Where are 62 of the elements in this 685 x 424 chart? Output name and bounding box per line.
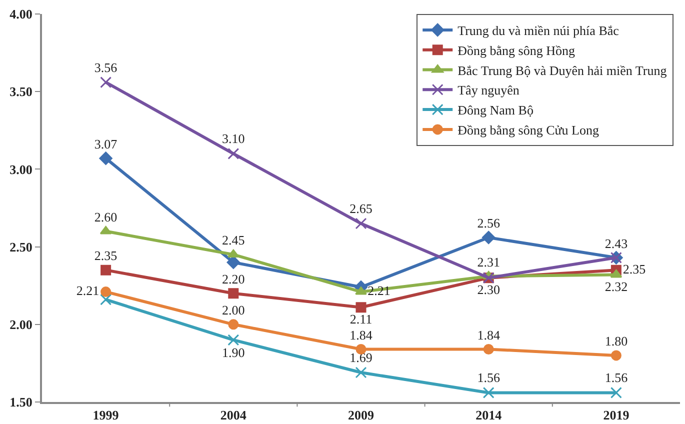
point [482,386,494,398]
point [356,302,366,313]
legend-label: Đông Nam Bộ [458,102,534,118]
text: 4.00 [10,6,32,22]
point [100,286,112,298]
data-label: 2.00 [222,302,245,318]
legend-label: Đồng bằng sông Cửu Long [458,122,600,138]
point [228,288,239,299]
legend-label: Trung du và miền núi phía Bắc [458,23,620,38]
point [610,350,622,361]
data-label: 3.10 [222,131,245,146]
data-label: 1.56 [477,370,500,386]
point [226,256,240,269]
data-label: 2.11 [350,312,372,327]
x-tick-label: 2019 [603,408,630,423]
point [355,218,367,230]
point [355,366,367,378]
data-label: 2.31 [477,254,500,270]
point [483,344,494,354]
point [228,319,239,330]
point [228,148,240,160]
point [100,264,112,276]
x-tick-label: 2009 [348,408,374,423]
data-label: 1.90 [222,344,245,360]
data-label: 1.69 [350,350,372,366]
data-label: 2.35 [94,248,118,264]
data-label: 3.56 [94,60,118,75]
text: 1.50 [10,394,32,410]
data-label: 1.84 [350,327,373,342]
data-label: 2.35 [622,261,646,276]
point [99,152,112,165]
x-tick-label: 2004 [220,408,247,423]
x-tick-label: 2014 [476,408,502,423]
text: 3.50 [10,84,32,100]
point [228,334,240,346]
text: 2.00 [10,316,32,332]
data-label: 2.30 [477,282,500,298]
point [355,286,367,295]
data-label: 2.45 [222,232,245,248]
data-label: 1.84 [477,327,500,342]
data-label: 1.80 [604,334,628,349]
text: 2.50 [10,239,32,254]
data-label: 2.60 [94,209,118,224]
text: 3.00 [10,162,32,177]
point [610,269,622,278]
legend-label: Đồng bằng sông Hồng [458,42,576,58]
data-label: 1.56 [604,370,628,386]
data-label: 3.07 [94,136,118,152]
x-tick-label: 1999 [92,408,120,423]
point [100,294,112,306]
point [482,230,496,244]
point [610,386,622,398]
data-label: 2.56 [477,216,500,231]
legend-label: Tây nguyên [458,82,520,98]
point [100,76,112,88]
point [227,249,240,258]
data-label: 2.20 [222,271,245,286]
data-label: 2.43 [604,236,628,251]
data-label: 2.32 [604,279,628,294]
data-label: 2.21 [76,283,100,298]
legend-label: Bắc Trung Bộ và Duyên hải miền Trung [458,62,668,78]
data-label: 2.65 [350,201,372,216]
